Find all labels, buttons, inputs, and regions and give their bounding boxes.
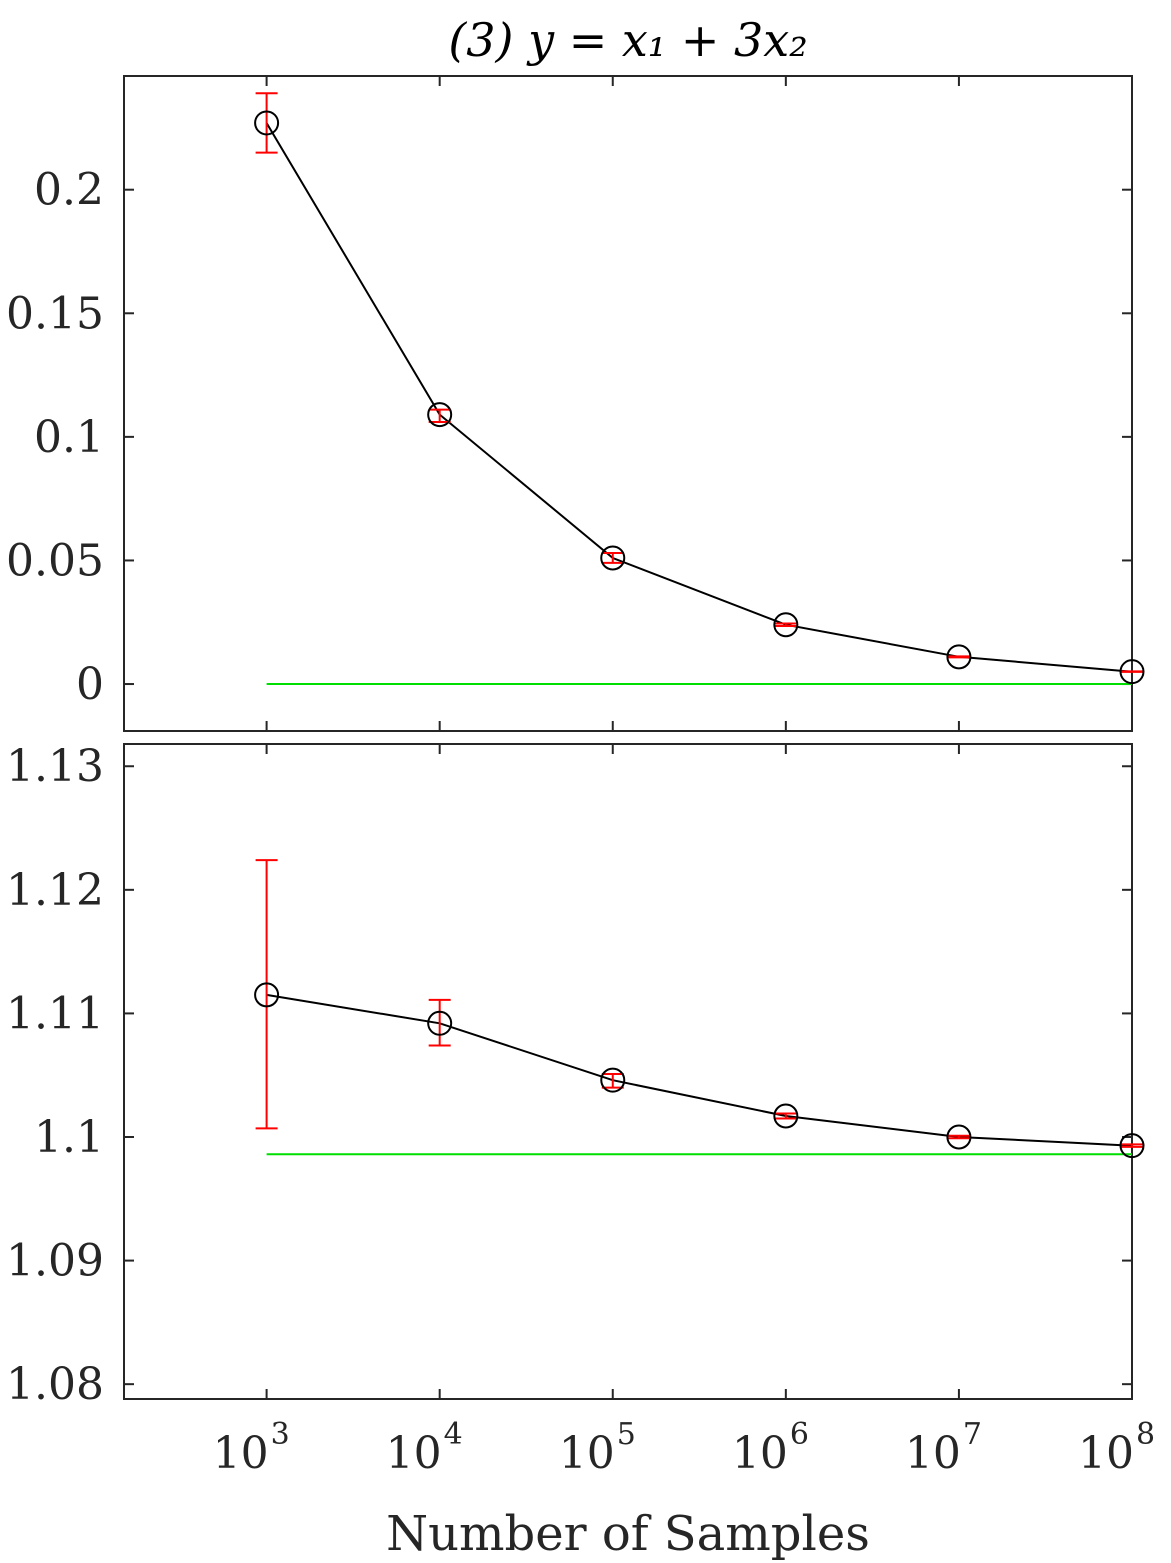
x-tick-label-base: 10 — [386, 1428, 442, 1479]
bottom-panel: 1.08 1.09 1.1 1.11 1.12 1.13 — [6, 741, 1145, 1410]
x-tick-label-exponent: 8 — [1136, 1417, 1155, 1452]
top-y-tick-label: 0.05 — [6, 535, 104, 586]
x-tick-label-exponent: 3 — [271, 1417, 290, 1452]
x-axis-ticks: 10 3 10 4 10 5 10 6 10 7 10 8 — [213, 1417, 1155, 1479]
x-tick-label-exponent: 7 — [963, 1417, 982, 1452]
x-axis-label: Number of Samples — [386, 1506, 870, 1562]
bottom-data-point — [600, 1067, 626, 1093]
bottom-data-point — [773, 1103, 799, 1129]
bottom-y-tick-label: 1.13 — [6, 741, 104, 792]
bottom-data-point — [946, 1124, 972, 1150]
top-data-point — [427, 402, 453, 428]
bottom-series-line — [266, 993, 1133, 1147]
top-data-point — [600, 545, 626, 571]
chart-title: (3) y = x₁ + 3x₂ — [448, 13, 807, 67]
top-axes-frame — [123, 75, 1133, 732]
top-y-tick-label: 0.2 — [34, 165, 104, 216]
bottom-y-tick-label: 1.08 — [6, 1359, 104, 1410]
top-y-tick-label: 0 — [76, 659, 104, 710]
bottom-y-tick-label: 1.11 — [6, 988, 104, 1039]
bottom-y-tick-label: 1.09 — [6, 1236, 104, 1287]
bottom-data-point — [1119, 1133, 1145, 1159]
top-panel: 0 0.05 0.1 0.15 0.2 — [6, 75, 1145, 732]
top-series-line — [265, 122, 1133, 673]
top-data-point — [1119, 659, 1145, 685]
top-data-point — [254, 110, 280, 136]
bottom-axes-frame — [123, 743, 1133, 1400]
bottom-data-point — [254, 982, 280, 1008]
bottom-data-point — [427, 1010, 453, 1036]
x-tick-label-base: 10 — [905, 1428, 961, 1479]
x-tick-label-base: 10 — [213, 1428, 269, 1479]
top-y-tick-label: 0.15 — [6, 288, 104, 339]
bottom-y-tick-label: 1.12 — [6, 865, 104, 916]
bottom-y-tick-label: 1.1 — [34, 1112, 104, 1163]
top-data-point — [773, 612, 799, 638]
x-tick-label-base: 10 — [732, 1428, 788, 1479]
top-y-tick-label: 0.1 — [34, 412, 104, 463]
x-tick-label-exponent: 5 — [617, 1417, 636, 1452]
x-tick-label-exponent: 6 — [790, 1417, 809, 1452]
top-data-point — [946, 644, 972, 670]
x-tick-label-base: 10 — [559, 1428, 615, 1479]
x-tick-label-base: 10 — [1078, 1428, 1134, 1479]
x-tick-label-exponent: 4 — [444, 1417, 463, 1452]
